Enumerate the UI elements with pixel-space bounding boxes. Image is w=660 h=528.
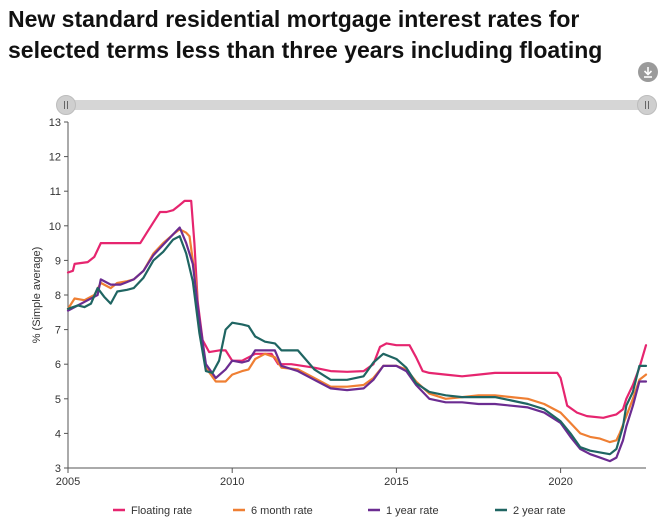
legend-label-1-year-rate[interactable]: 1 year rate (386, 505, 439, 517)
drag-handle-icon (64, 101, 68, 109)
legend-label-6-month-rate[interactable]: 6 month rate (251, 505, 313, 517)
y-tick-label: 4 (55, 428, 61, 440)
series-line-6-month-rate (66, 228, 648, 444)
y-tick-label: 13 (49, 117, 61, 129)
range-slider-handle-right[interactable] (637, 95, 657, 115)
chart-title: New standard residential mortgage intere… (8, 6, 603, 63)
x-tick-label: 2020 (548, 476, 572, 488)
chart-series (66, 199, 648, 463)
y-axis-label: % (Simple average) (31, 247, 43, 344)
x-tick-label: 2005 (56, 476, 80, 488)
drag-handle-icon (645, 101, 649, 109)
y-tick-label: 5 (55, 394, 61, 406)
y-tick-label: 7 (55, 325, 61, 337)
y-tick-label: 3 (55, 463, 61, 475)
y-tick-label: 12 (49, 152, 61, 164)
chart-axes: 3 4 5 6 7 8 9 10 11 12 13 2005 2010 2015 2020 % (Simple… (31, 117, 646, 488)
y-tick-label: 6 (55, 359, 61, 371)
y-tick-label: 8 (55, 290, 61, 302)
y-tick-label: 9 (55, 255, 61, 267)
x-tick-label: 2010 (220, 476, 244, 488)
series-line-floating-rate (66, 199, 648, 419)
chart-legend: Floating rate 6 month rate 1 year rate 2 ye… (113, 505, 566, 517)
series-line-1-year-rate (66, 226, 648, 463)
y-tick-label: 10 (49, 221, 61, 233)
range-slider-handle-left[interactable] (56, 95, 76, 115)
range-slider-track[interactable] (66, 100, 646, 110)
series-line-2-year-rate (66, 235, 648, 456)
x-tick-label: 2015 (384, 476, 408, 488)
download-button[interactable] (638, 62, 658, 82)
legend-label-floating-rate[interactable]: Floating rate (131, 505, 192, 517)
y-tick-label: 11 (50, 186, 61, 198)
legend-label-2-year-rate[interactable]: 2 year rate (513, 505, 566, 517)
download-icon (643, 67, 653, 78)
